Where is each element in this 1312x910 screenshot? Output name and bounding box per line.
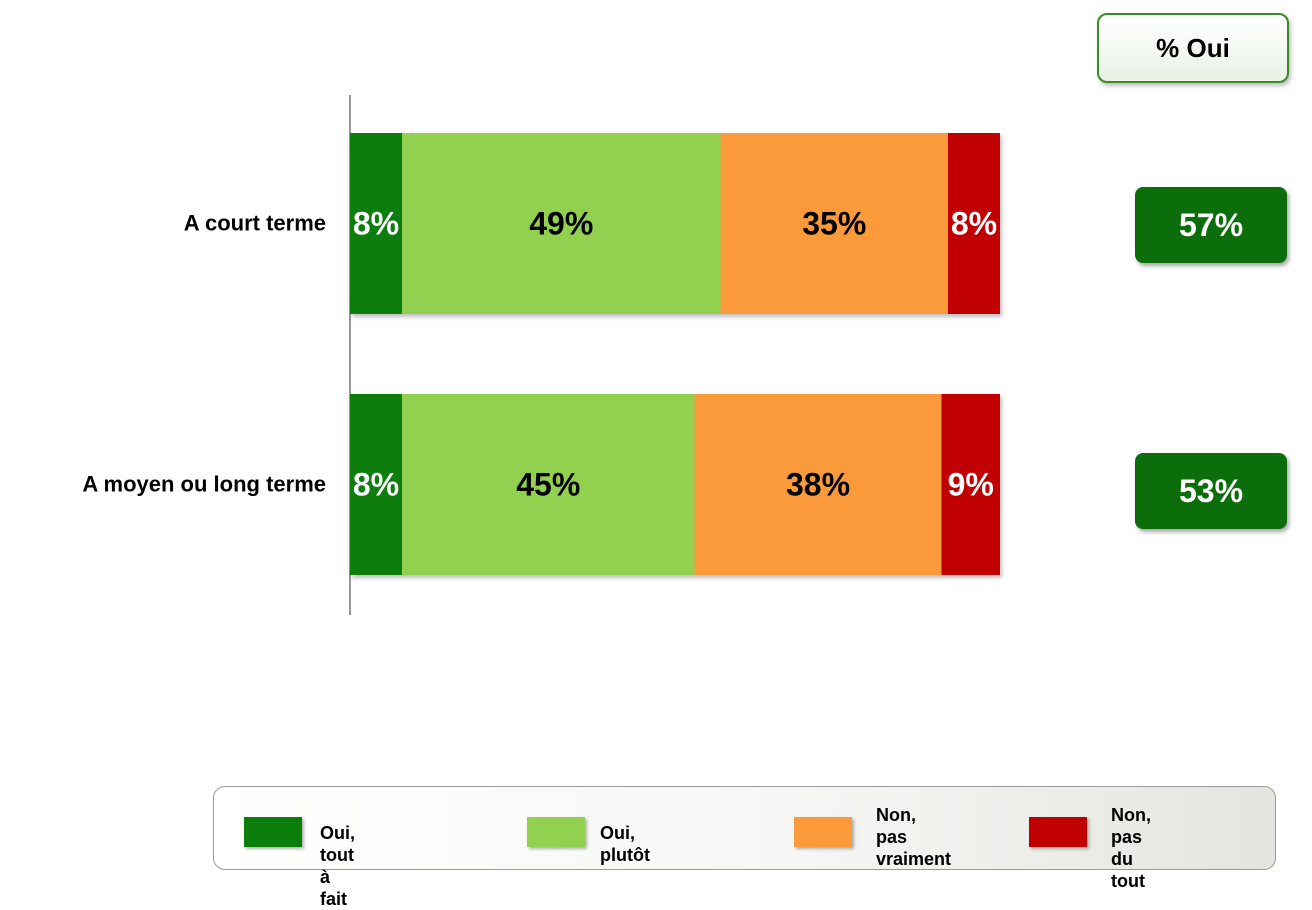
bar-segment	[720, 133, 948, 314]
legend-swatch	[794, 817, 852, 847]
bar-group	[350, 394, 1000, 575]
bar-group	[350, 133, 1000, 314]
bar-value-label: 9%	[948, 467, 994, 503]
stacked-bar-chart: 8% 49% 35% 8% 8% 45% 38% 9% A court terme A moye…	[82, 95, 1000, 615]
bar-segment	[948, 133, 1000, 314]
bar-segment	[402, 133, 721, 314]
summary-badge-long-term: 53%	[1135, 453, 1287, 529]
bar-value-label: 8%	[951, 206, 997, 242]
category-label: A moyen ou long terme	[82, 472, 326, 497]
bar-segment	[402, 394, 695, 575]
bar-value-label: 8%	[353, 206, 399, 242]
legend-label: Non, pas du tout	[1111, 805, 1151, 891]
bar-value-label: 35%	[802, 206, 866, 242]
summary-badge-short-term: 57%	[1135, 187, 1287, 263]
legend-label: Oui, tout à fait	[320, 823, 355, 909]
legend-label: Non, pas vraiment	[876, 805, 952, 869]
bar-segment	[350, 133, 402, 314]
category-label: A court terme	[184, 211, 326, 236]
bar-segment	[350, 394, 402, 575]
bar-segment	[694, 394, 942, 575]
chart-legend: Oui, tout à fait Oui, plutôt Non, pas vr…	[213, 786, 1276, 909]
summary-header: % Oui	[1097, 13, 1289, 83]
legend-swatch	[244, 817, 302, 847]
bar-value-label: 49%	[529, 206, 593, 242]
bar-segment	[941, 394, 1000, 575]
bar-value-label: 38%	[786, 467, 850, 503]
legend-swatch	[1029, 817, 1087, 847]
legend-label: Oui, plutôt	[600, 823, 650, 865]
bar-value-label: 45%	[516, 467, 580, 503]
bar-value-label: 8%	[353, 467, 399, 503]
legend-swatch	[527, 817, 585, 847]
